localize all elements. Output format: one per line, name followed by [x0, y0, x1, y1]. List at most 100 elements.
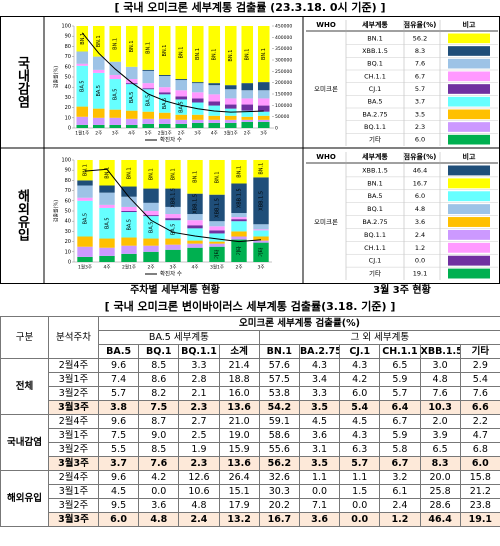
header-cell: 그 외 세부계통 — [258, 330, 500, 345]
bar-segment — [77, 160, 93, 181]
bar-segment — [191, 119, 204, 123]
bar-segment — [191, 26, 204, 83]
bar-segment — [175, 123, 188, 128]
week-cell: 2월4주 — [48, 414, 99, 429]
bar-segment — [187, 225, 203, 229]
segment-label: XBB.1.5 — [193, 194, 199, 214]
bar-segment — [143, 215, 159, 217]
value-cell: 4.7 — [459, 428, 500, 443]
bar-segment — [125, 83, 138, 85]
header-cell: BQ.1.1 — [178, 344, 220, 359]
week-cell: 3월3주 — [48, 456, 99, 471]
value-cell: 4.8 — [138, 512, 180, 527]
bar-segment — [143, 245, 159, 252]
bar-segment — [77, 180, 93, 186]
data-row: 3월1주 4.5 0.0 10.6 15.1 30.3 0.0 1.5 6.1 25.8 21.2 — [1, 484, 500, 499]
value-cell: 19.1 — [459, 512, 500, 527]
bar-segment — [158, 74, 171, 76]
value-cell: 2.8 — [178, 372, 220, 387]
bar-segment — [187, 160, 203, 194]
y-tick-label: 100 — [61, 158, 71, 164]
table-header: WHO — [316, 21, 336, 29]
color-swatch — [448, 109, 490, 120]
bar-segment — [257, 105, 270, 112]
summary-panel: [ 국내 오미크론 세부계통 검출률 (23.3.18. 0시 기준) ] 국내… — [0, 0, 500, 296]
value-cell: 3.8 — [97, 400, 140, 415]
bar-segment — [187, 228, 203, 241]
value-cell: 6.0 — [97, 512, 140, 527]
y-tick-label: 40 — [65, 85, 71, 91]
share: 7.6 — [415, 60, 425, 68]
bar-segment — [158, 112, 171, 119]
color-swatch — [448, 242, 490, 253]
value-cell: 5.4 — [339, 400, 381, 415]
bar-segment — [241, 116, 254, 120]
group-label: 오미크론 — [314, 84, 338, 93]
value-cell: 12.6 — [178, 470, 220, 485]
week-cell: 2월4주 — [48, 358, 99, 373]
share: 1.2 — [415, 244, 425, 252]
bar-segment — [76, 116, 89, 125]
segment-label: BA.5 — [127, 219, 133, 231]
group-label: 오미크론 — [314, 217, 338, 226]
segment-label: BN.1 — [105, 167, 111, 179]
value-cell: 3.0 — [419, 358, 461, 373]
value-cell: 9.6 — [97, 414, 140, 429]
x-tick-label: 2주 — [147, 265, 154, 271]
segment-label: BN.1 — [113, 38, 119, 50]
value-cell: 25.8 — [419, 484, 461, 499]
y-tick-label: 0 — [68, 260, 71, 266]
value-cell: 6.7 — [379, 456, 421, 471]
bar-segment — [191, 114, 204, 120]
bar-segment — [165, 218, 181, 221]
bar-segment — [165, 188, 181, 207]
segment-label: XBB.1.5 — [171, 188, 177, 208]
segment-label: BA.5 — [83, 213, 89, 225]
bar-segment — [208, 85, 221, 95]
color-swatch — [448, 178, 490, 189]
segment-label: BA.5 — [171, 224, 177, 236]
y-axis-title: 검출률(%) — [53, 200, 60, 223]
bar-segment — [121, 237, 137, 246]
data-row: 3월1주 7.5 9.0 2.5 19.0 58.6 3.6 4.3 5.9 3.9 4.7 — [1, 428, 500, 443]
segment-label: BA.5 — [149, 222, 155, 234]
bar-segment — [99, 192, 115, 205]
value-cell: 21.2 — [459, 484, 500, 499]
lineage: CH.1.1 — [364, 72, 386, 80]
value-cell: 9.6 — [97, 470, 140, 485]
data-row: 3월1주 7.4 8.6 2.8 18.8 57.5 3.4 4.2 5.9 4.8 5.4 — [1, 372, 500, 387]
bar-segment — [92, 108, 105, 118]
bar-segment — [99, 207, 115, 239]
x-tick-label: 3주 — [260, 131, 267, 137]
bar-segment — [253, 177, 269, 225]
value-cell: 57.5 — [258, 372, 300, 387]
share: 2.3 — [415, 123, 425, 131]
bar-segment — [109, 74, 122, 80]
y2-tick-label: 300000 — [275, 58, 292, 64]
y-tick-label: 80 — [65, 178, 71, 184]
header-cell: 소계 — [218, 344, 260, 359]
value-cell: 23.8 — [459, 498, 500, 513]
share: 3.6 — [415, 218, 425, 226]
share: 5.7 — [415, 85, 425, 93]
value-cell: 3.6 — [298, 428, 341, 443]
bar-segment — [231, 236, 247, 240]
bar-segment — [209, 160, 225, 195]
segment-label: BN.1 — [149, 168, 155, 180]
value-cell: 28.6 — [419, 498, 461, 513]
color-swatch — [448, 255, 490, 266]
bar-segment — [121, 160, 137, 187]
color-swatch — [448, 229, 490, 240]
header-cell: CH.1.1 — [379, 344, 421, 359]
week-cell: 2월4주 — [48, 470, 99, 485]
bar-segment — [209, 243, 225, 247]
bar-segment — [175, 119, 188, 124]
y-tick-label: 50 — [65, 75, 71, 81]
value-cell: 1.9 — [178, 442, 220, 457]
y2-tick-label: 450000 — [275, 24, 292, 30]
x-tick-label: 3월1주 — [224, 130, 238, 137]
bar-segment — [224, 26, 237, 86]
table-title: [ 국내 오미크론 변이바이러스 세부계통 검출률(3.18. 기준) ] — [104, 300, 396, 313]
value-cell: 4.2 — [138, 470, 180, 485]
bar-segment — [191, 122, 204, 128]
